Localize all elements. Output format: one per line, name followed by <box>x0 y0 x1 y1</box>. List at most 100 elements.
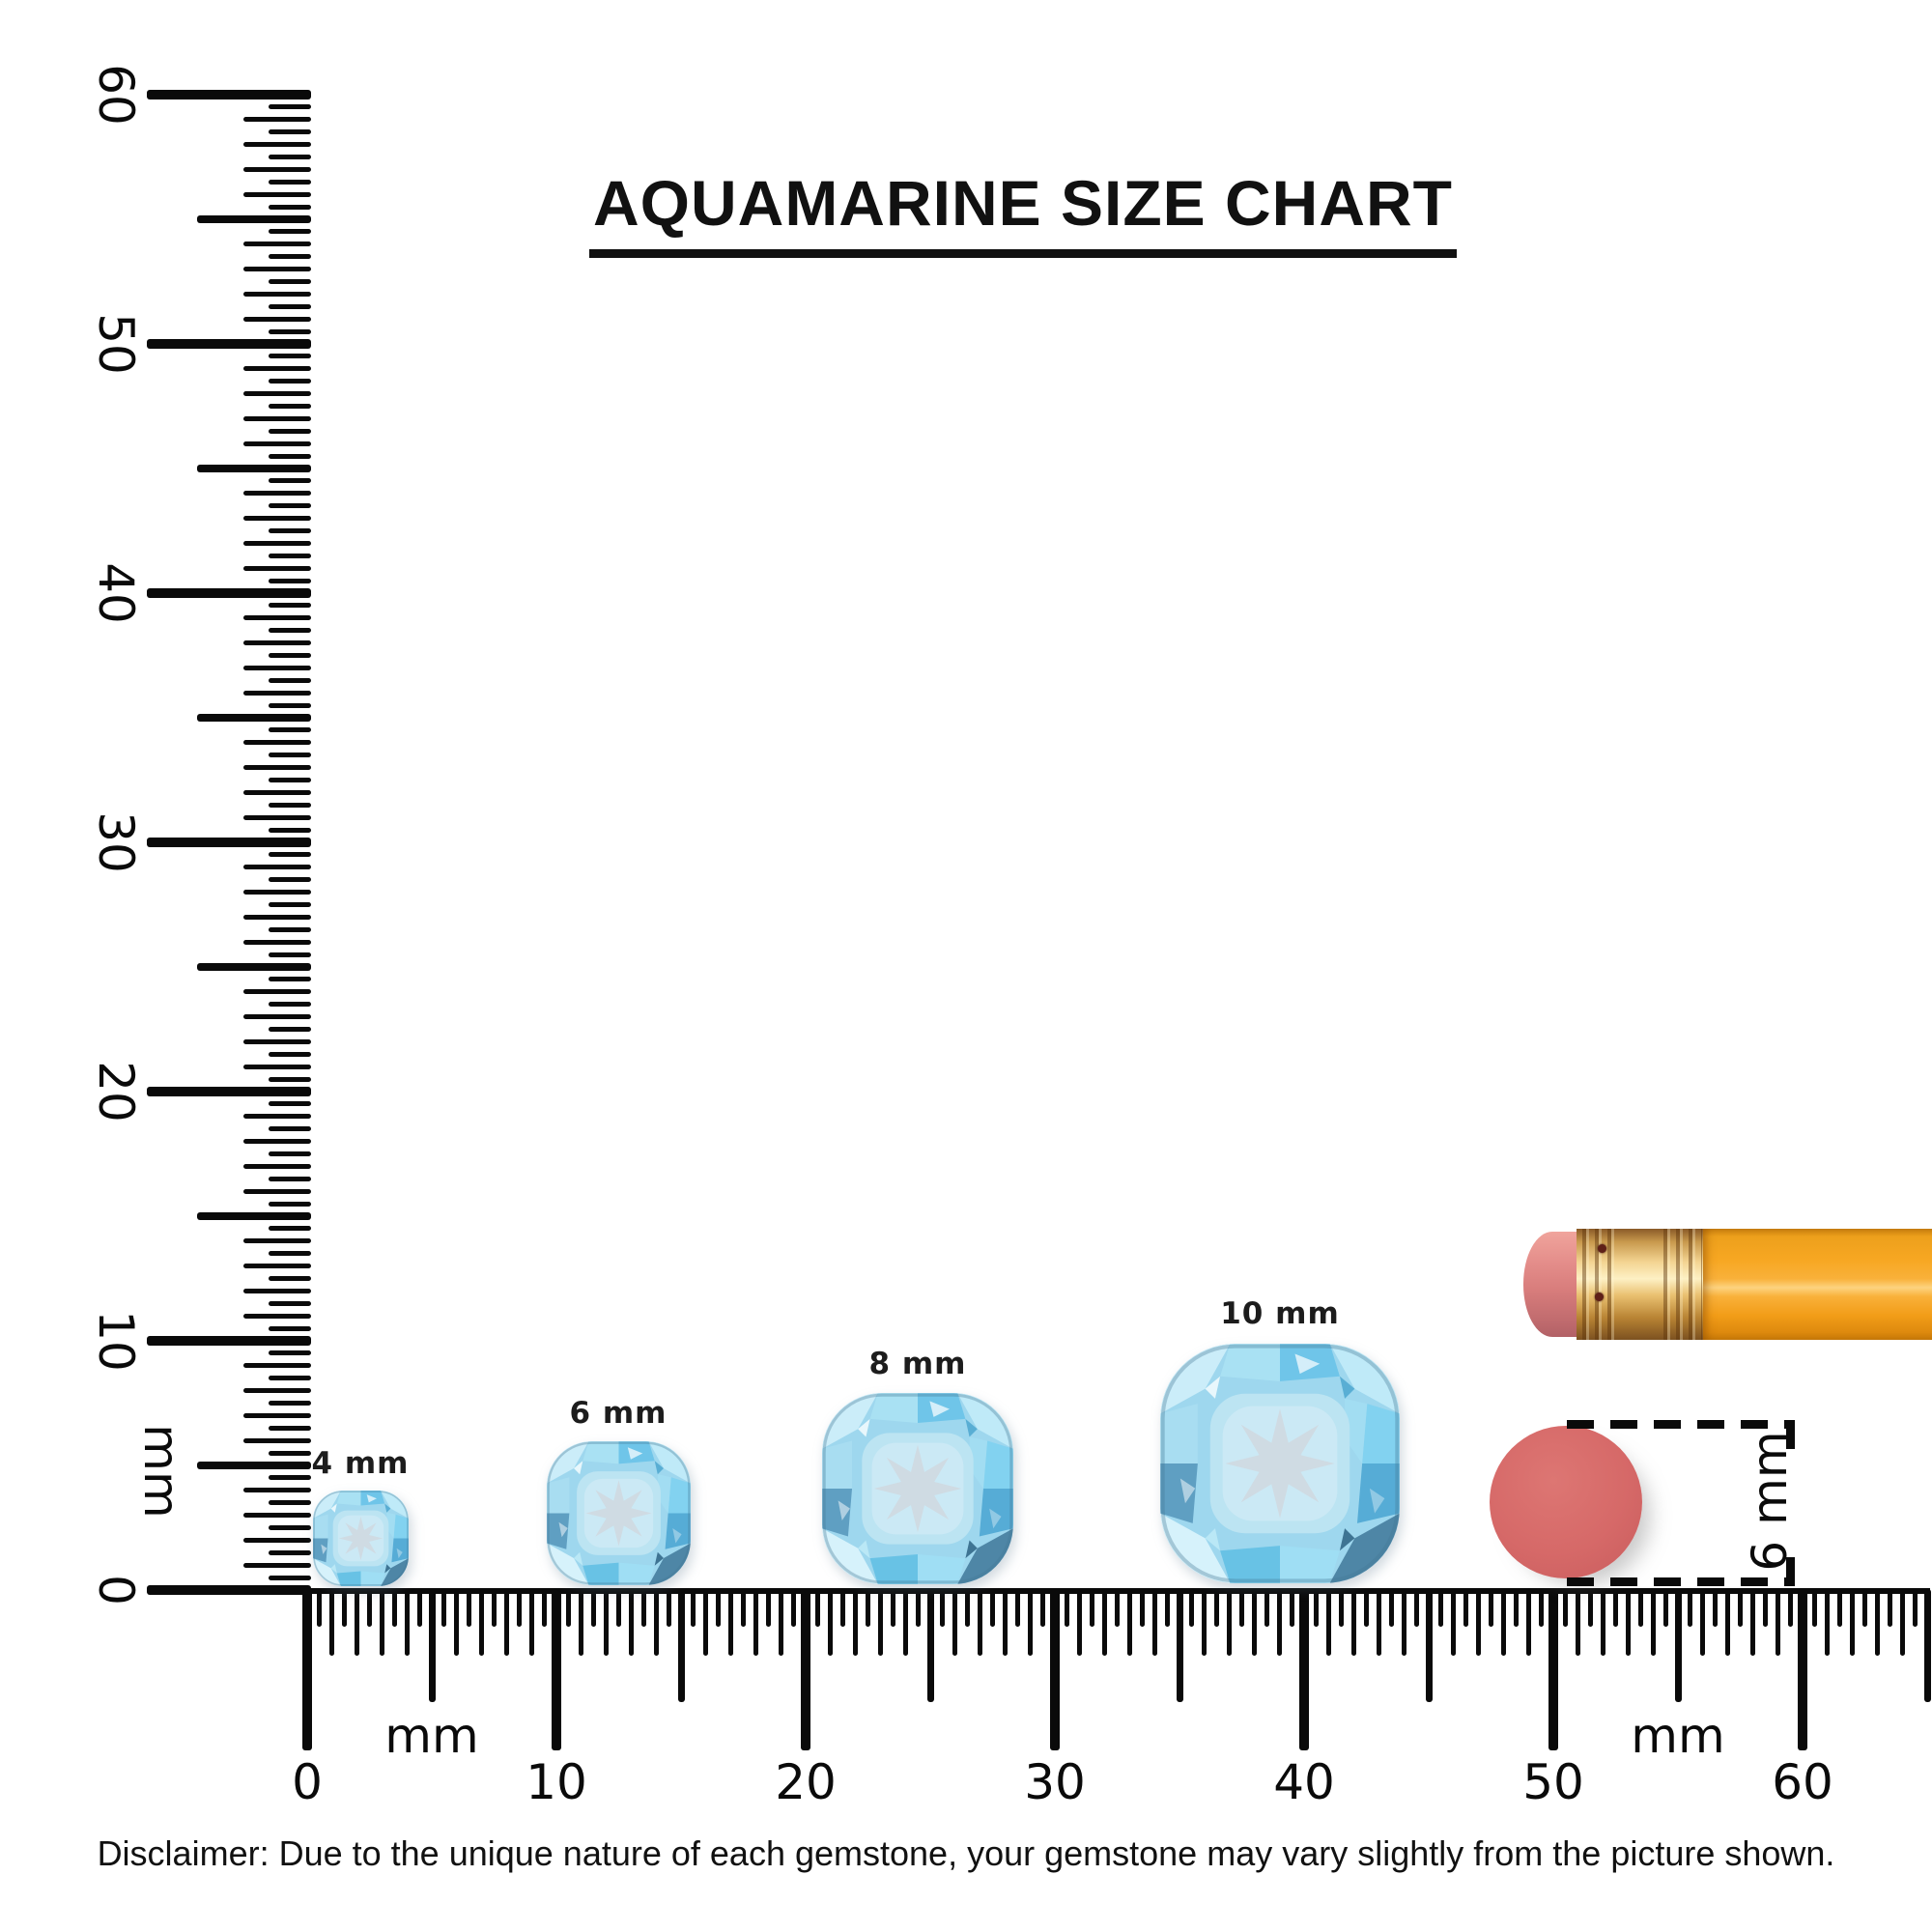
horizontal-ruler-tick <box>1388 1589 1394 1627</box>
horizontal-ruler-tick <box>516 1589 522 1627</box>
vertical-ruler-tick <box>269 1300 311 1306</box>
vertical-ruler-tick <box>243 440 311 446</box>
vertical-ruler-tick <box>243 914 311 920</box>
vertical-ruler-tick <box>269 553 311 558</box>
horizontal-ruler-tick <box>677 1589 685 1702</box>
horizontal-ruler-tick <box>1625 1589 1631 1656</box>
vertical-ruler-tick <box>269 328 311 334</box>
horizontal-ruler-tick <box>840 1589 846 1627</box>
vertical-ruler-tick <box>197 963 311 971</box>
vertical-ruler-tick <box>243 1288 311 1293</box>
horizontal-ruler-tick <box>1077 1589 1083 1656</box>
horizontal-ruler-tick <box>1376 1589 1381 1656</box>
horizontal-ruler-tick <box>1413 1589 1419 1627</box>
vertical-ruler-tick <box>269 977 311 982</box>
horizontal-ruler-tick <box>1438 1589 1444 1627</box>
horizontal-ruler-tick <box>1202 1589 1208 1656</box>
horizontal-ruler-tick <box>1923 1589 1931 1702</box>
vertical-ruler-tick <box>269 628 311 634</box>
vertical-ruler-tick <box>269 379 311 384</box>
horizontal-ruler-tick <box>1775 1589 1780 1656</box>
vertical-ruler-tick <box>197 215 311 223</box>
vertical-ruler-tick <box>269 1002 311 1008</box>
horizontal-ruler-tick <box>1798 1589 1807 1750</box>
horizontal-ruler-tick <box>1812 1589 1818 1627</box>
horizontal-ruler-tick <box>1326 1589 1332 1656</box>
vertical-ruler-tick <box>269 1076 311 1082</box>
pencil-ferrule <box>1577 1229 1705 1340</box>
horizontal-ruler-tick <box>666 1589 671 1627</box>
horizontal-ruler-tick <box>1874 1589 1880 1656</box>
horizontal-ruler-tick <box>1662 1589 1668 1627</box>
horizontal-ruler-tick <box>1850 1589 1856 1656</box>
vertical-ruler-tick <box>269 428 311 434</box>
horizontal-ruler-tick <box>302 1589 312 1750</box>
horizontal-ruler-tick <box>1102 1589 1108 1656</box>
horizontal-ruler-tick <box>1738 1589 1743 1627</box>
vertical-ruler-tick <box>269 1226 311 1232</box>
vertical-ruler-tick <box>269 1276 311 1281</box>
vertical-ruler-tick <box>243 1188 311 1194</box>
vertical-ruler-tick <box>269 827 311 833</box>
horizontal-ruler-tick <box>528 1589 534 1656</box>
horizontal-ruler-unit: mm <box>1631 1708 1725 1764</box>
horizontal-ruler-tick <box>877 1589 883 1656</box>
ferrule-crimp-dot <box>1598 1244 1606 1253</box>
vertical-ruler-tick <box>269 603 311 609</box>
vertical-ruler-tick <box>243 1363 311 1369</box>
horizontal-ruler-tick <box>753 1589 758 1656</box>
horizontal-ruler-tick <box>391 1589 397 1627</box>
horizontal-ruler-tick <box>1588 1589 1594 1627</box>
vertical-ruler-tick <box>243 267 311 272</box>
ferrule-crimp-dot <box>1595 1293 1604 1301</box>
horizontal-ruler-tick <box>866 1589 870 1627</box>
vertical-ruler-tick <box>269 578 311 583</box>
vertical-ruler-tick <box>269 453 311 459</box>
vertical-ruler-tick <box>243 1064 311 1069</box>
eraser-dimension-label: 6 mm <box>1742 1431 1798 1572</box>
vertical-ruler-tick <box>197 1212 311 1220</box>
vertical-ruler-tick <box>243 1437 311 1443</box>
horizontal-ruler-tick <box>1825 1589 1831 1656</box>
dimension-endcap-top <box>1786 1420 1795 1449</box>
horizontal-ruler-tick <box>1314 1589 1320 1627</box>
ferrule-rib-band <box>1663 1229 1702 1340</box>
pencil <box>1523 1229 1932 1340</box>
vertical-ruler-tick <box>269 1401 311 1406</box>
vertical-ruler-tick <box>269 1475 311 1481</box>
dimension-line-bottom <box>1567 1577 1795 1586</box>
vertical-ruler-unit: mm <box>133 1424 189 1519</box>
horizontal-ruler-tick <box>1887 1589 1892 1627</box>
vertical-ruler-tick <box>269 1549 311 1555</box>
vertical-ruler-tick <box>269 677 311 683</box>
horizontal-ruler-tick <box>815 1589 821 1627</box>
vertical-ruler-tick <box>269 1251 311 1257</box>
horizontal-ruler-tick <box>778 1589 783 1656</box>
gem-size-label: 4 mm <box>311 1446 410 1481</box>
horizontal-ruler-tick <box>1837 1589 1843 1627</box>
horizontal-ruler-tick <box>1576 1589 1581 1656</box>
horizontal-ruler-tick <box>591 1589 597 1627</box>
horizontal-ruler-tick <box>1525 1589 1531 1656</box>
horizontal-ruler-tick <box>1299 1589 1309 1750</box>
pencil-eraser-tip <box>1523 1232 1581 1337</box>
horizontal-ruler-tick <box>1538 1589 1544 1627</box>
horizontal-ruler-tick <box>492 1589 497 1627</box>
vertical-ruler-tick <box>269 1500 311 1506</box>
horizontal-ruler-tick <box>990 1589 995 1627</box>
horizontal-ruler-tick <box>653 1589 659 1656</box>
horizontal-ruler-tick <box>1251 1589 1257 1656</box>
vertical-ruler-tick <box>269 926 311 932</box>
horizontal-ruler-tick <box>790 1589 796 1627</box>
vertical-ruler-tick <box>243 191 311 197</box>
horizontal-ruler-tick <box>1787 1589 1793 1627</box>
vertical-ruler-tick <box>269 179 311 185</box>
vertical-ruler-tick <box>243 565 311 571</box>
horizontal-ruler-tick <box>1700 1589 1706 1656</box>
horizontal-ruler-tick <box>479 1589 485 1656</box>
vertical-ruler-tick <box>269 852 311 858</box>
horizontal-ruler-number: 0 <box>292 1754 323 1810</box>
horizontal-ruler-tick <box>915 1589 921 1627</box>
horizontal-ruler-tick <box>1039 1589 1045 1627</box>
horizontal-ruler-tick <box>1176 1589 1183 1702</box>
